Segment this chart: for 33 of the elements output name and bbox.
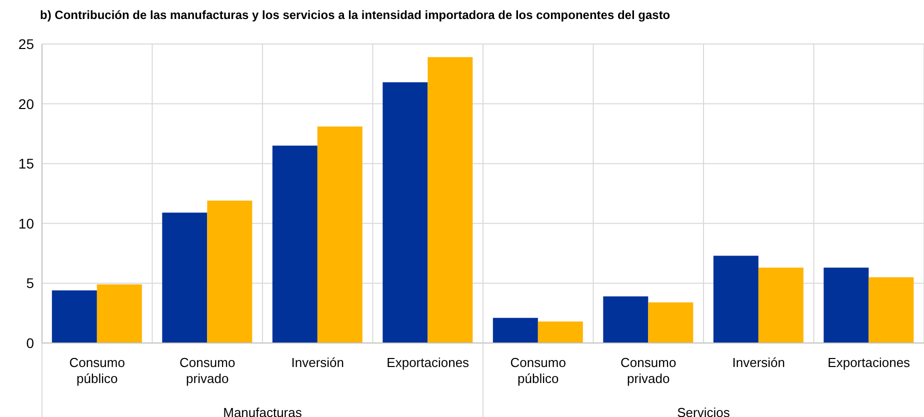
y-tick-label: 5	[26, 275, 34, 292]
bar	[428, 57, 473, 343]
x-tick-label: Consumo público	[510, 355, 566, 386]
bar	[868, 277, 914, 343]
bar	[272, 146, 318, 343]
chart-title: b) Contribución de las manufacturas y los servicios a la intensidad importadora de los componentes del gasto	[40, 8, 670, 22]
y-tick-label: 20	[18, 96, 34, 112]
text: Manufacturas	[223, 405, 302, 417]
y-tick-label: 0	[26, 334, 34, 351]
x-tick-label: Consumo privado	[180, 355, 236, 386]
x-tick-label: Consumo público	[69, 355, 125, 386]
bar	[824, 268, 869, 343]
bar	[603, 296, 648, 343]
bar	[713, 256, 758, 343]
text: Servicios	[677, 405, 730, 417]
bar	[207, 200, 252, 343]
x-tick-label: Consumo privado	[620, 355, 676, 386]
y-tick-label: 15	[18, 156, 34, 172]
bar	[52, 290, 97, 343]
x-tick-label: Exportaciones	[386, 355, 470, 370]
y-tick-label: 10	[18, 215, 34, 232]
bar	[492, 318, 538, 343]
bar	[162, 212, 208, 343]
bar	[317, 126, 362, 343]
bar	[758, 268, 804, 343]
bar	[382, 82, 428, 343]
bar	[648, 302, 694, 343]
x-tick-label: Inversión	[732, 355, 785, 370]
x-tick-label: Exportaciones	[828, 355, 911, 370]
x-tick-label: Inversión	[291, 355, 344, 370]
y-tick-label: 25	[18, 36, 34, 52]
bar	[96, 284, 142, 343]
bar	[538, 321, 583, 343]
